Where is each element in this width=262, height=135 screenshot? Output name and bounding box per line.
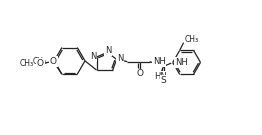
- Text: CH₃: CH₃: [184, 35, 198, 44]
- Text: NH: NH: [153, 57, 166, 66]
- Text: HN: HN: [154, 72, 167, 81]
- Text: N: N: [105, 46, 111, 55]
- Text: S: S: [161, 76, 166, 85]
- Text: O: O: [50, 57, 57, 66]
- Text: N: N: [117, 54, 124, 63]
- Text: N: N: [90, 52, 97, 61]
- Text: O: O: [136, 69, 143, 78]
- Text: O: O: [37, 59, 44, 68]
- Text: NH: NH: [175, 58, 188, 67]
- Text: CH₃: CH₃: [19, 59, 34, 68]
- Text: CH₃: CH₃: [32, 57, 46, 66]
